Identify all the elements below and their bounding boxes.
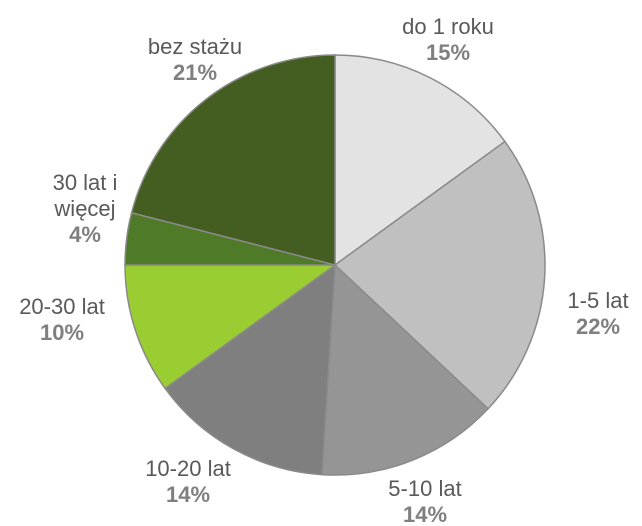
slice-label: do 1 roku 15% xyxy=(348,14,548,66)
category-label: bez stażu xyxy=(147,34,243,59)
value-label: 14% xyxy=(402,502,448,526)
category-label: 1-5 lat xyxy=(567,288,629,313)
value-label: 15% xyxy=(425,40,471,65)
pie-slice xyxy=(321,263,490,476)
category-label: 5-10 lat xyxy=(388,476,462,501)
pie-slice xyxy=(333,140,546,410)
category-label: 10-20 lat xyxy=(145,456,231,481)
value-label: 10% xyxy=(39,320,85,345)
slice-label: 20-30 lat 10% xyxy=(0,294,127,346)
pie-slice xyxy=(164,263,336,476)
slice-label: 10-20 lat 14% xyxy=(108,456,268,508)
slice-label: 30 lat i więcej 4% xyxy=(40,170,130,248)
pie-slice xyxy=(130,54,336,266)
category-label: 20-30 lat xyxy=(19,294,105,319)
value-label: 14% xyxy=(165,482,211,507)
category-label: 30 lat i więcej xyxy=(52,170,118,221)
value-label: 22% xyxy=(575,314,621,339)
value-label: 4% xyxy=(69,222,101,247)
value-label: 21% xyxy=(172,60,218,85)
slice-label: 5-10 lat 14% xyxy=(345,476,505,526)
pie-slice xyxy=(334,54,506,267)
slice-label: 1-5 lat 22% xyxy=(538,288,642,340)
category-label: do 1 roku xyxy=(402,14,494,39)
slice-label: bez stażu 21% xyxy=(95,34,295,86)
pie-slice xyxy=(124,264,338,390)
